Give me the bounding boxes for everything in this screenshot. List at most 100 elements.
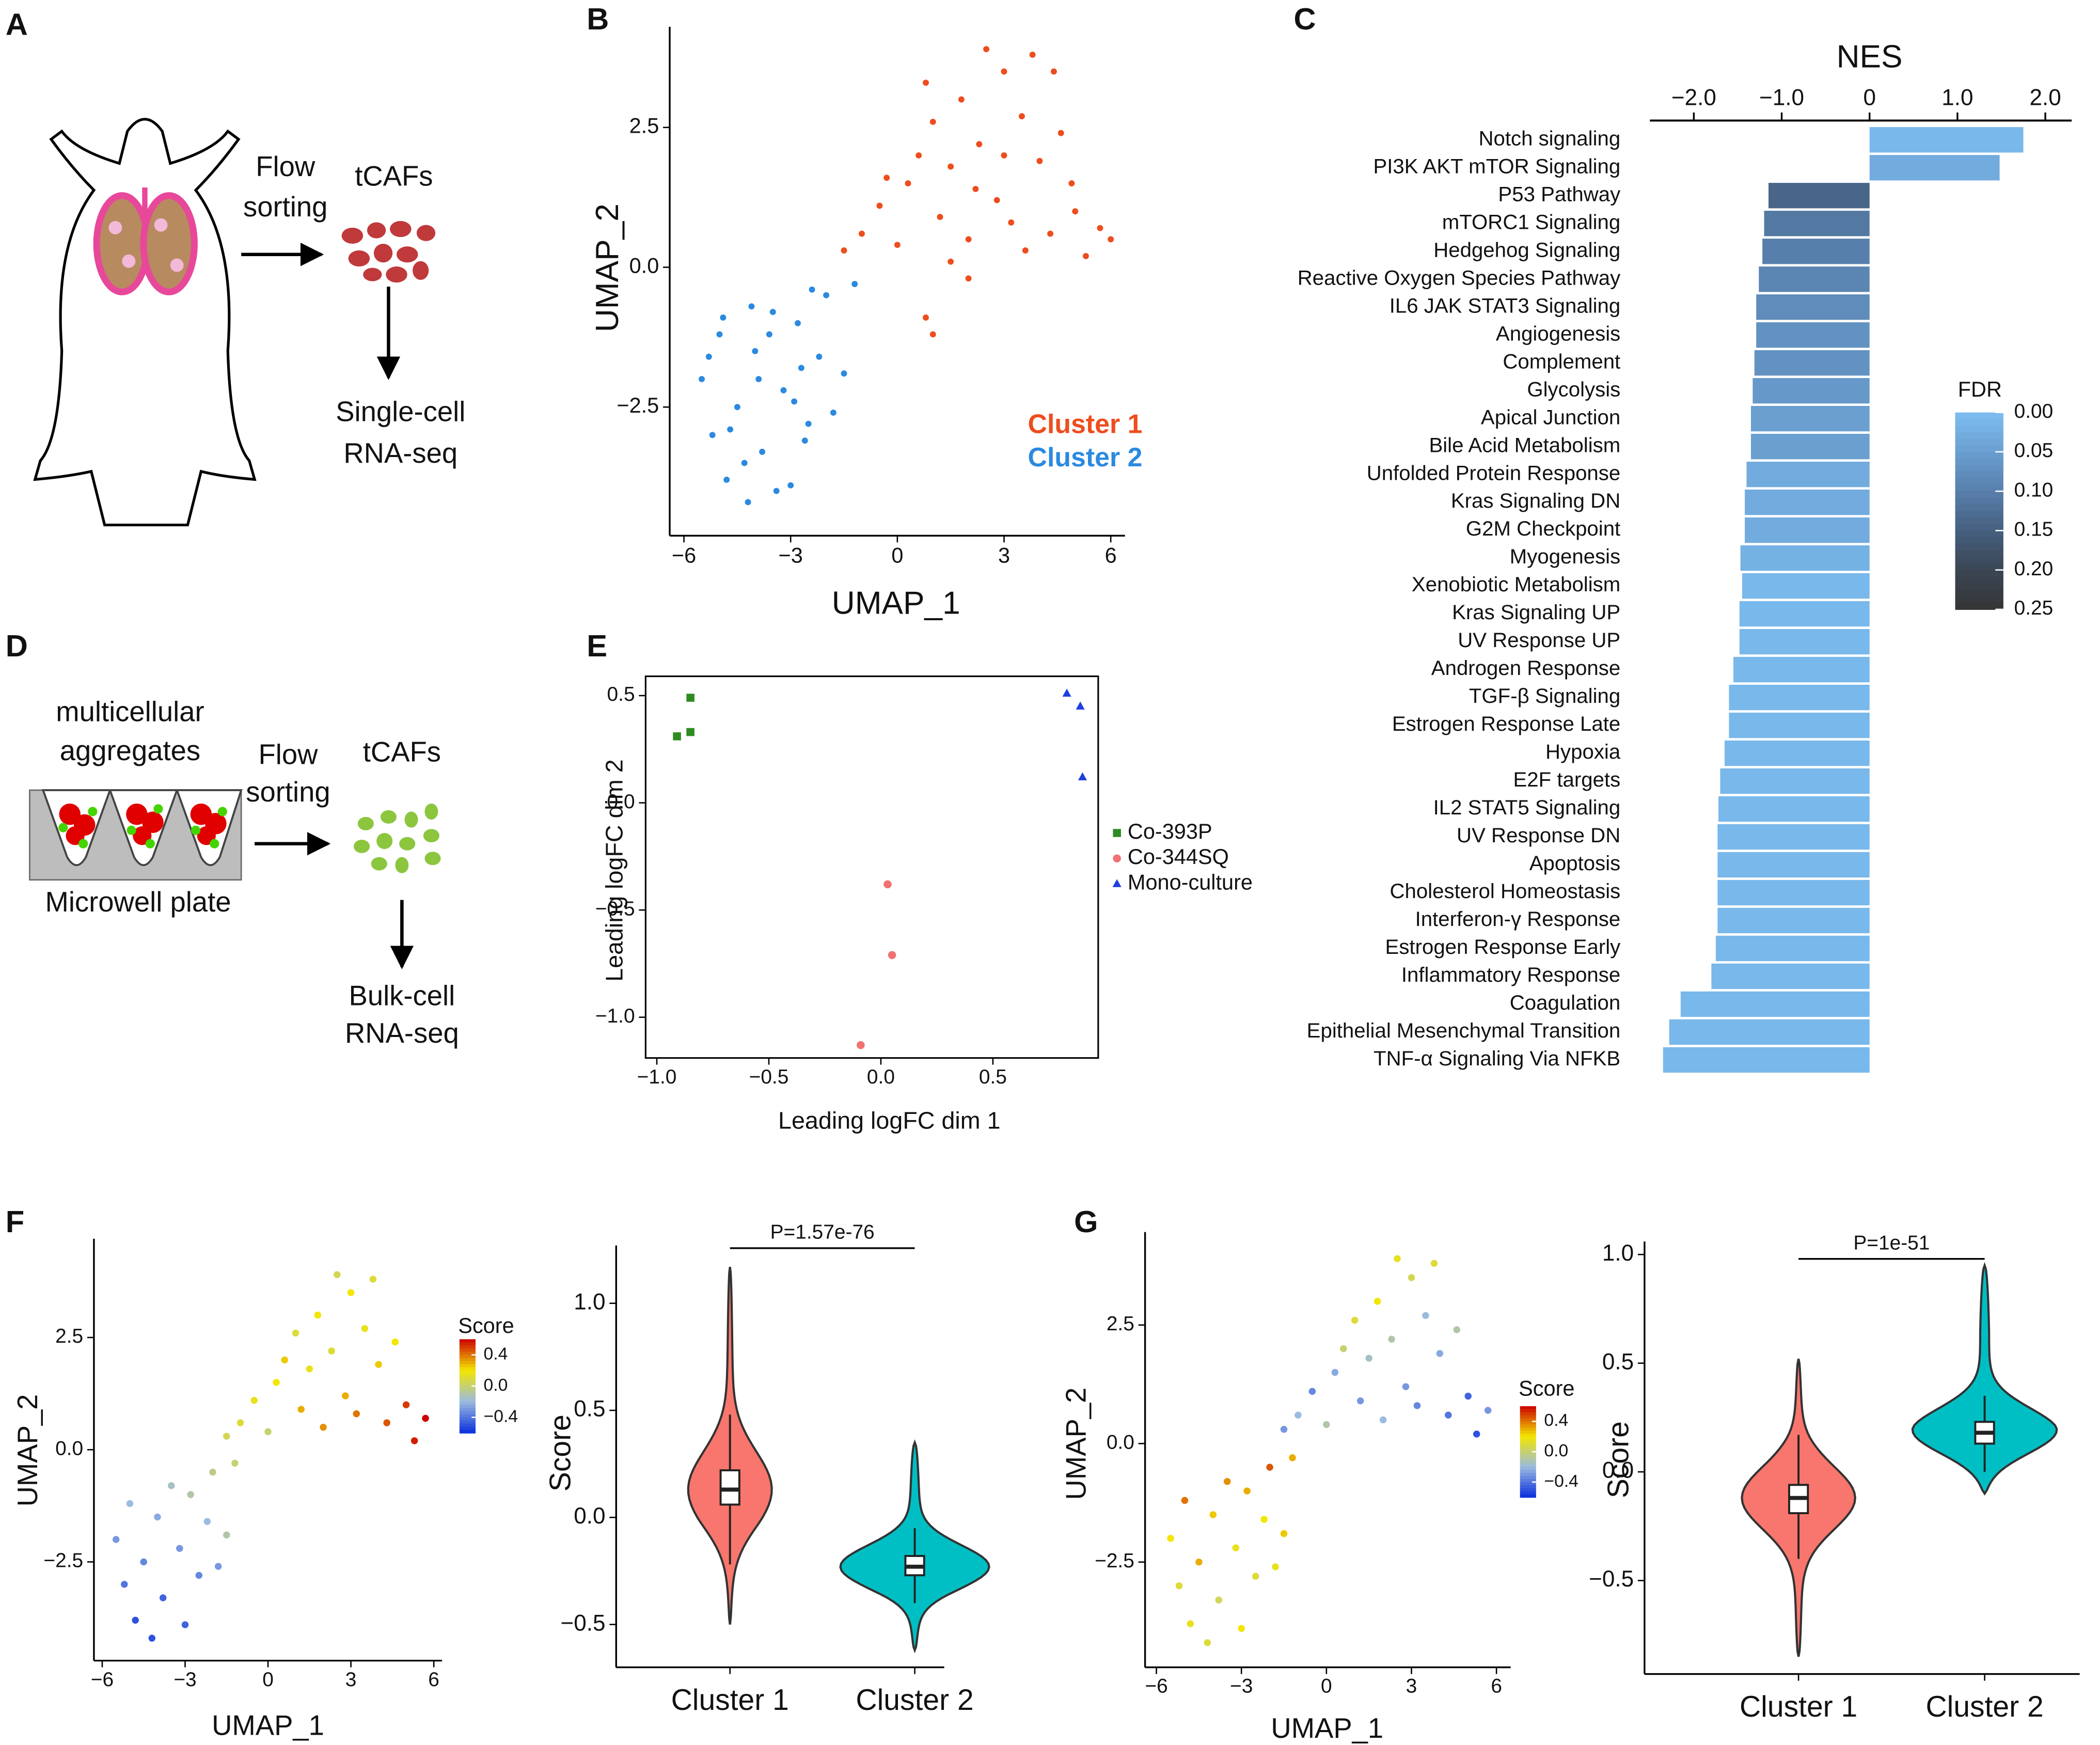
point bbox=[787, 482, 794, 489]
y-tick-label: −0.5 bbox=[1589, 1566, 1634, 1592]
category-label: Bile Acid Metabolism bbox=[1429, 433, 1620, 457]
point bbox=[948, 163, 954, 170]
y-tick-label: −0.5 bbox=[561, 1610, 606, 1636]
point bbox=[1108, 236, 1114, 243]
legend-entry: Mono-culture bbox=[1128, 870, 1253, 894]
point bbox=[876, 202, 883, 209]
x-axis-label: UMAP_1 bbox=[1271, 1712, 1383, 1744]
legend-entry: Cluster 1 bbox=[1028, 408, 1143, 438]
point bbox=[402, 1401, 410, 1409]
legend-step bbox=[1955, 432, 2003, 439]
colorbar-step bbox=[1520, 1409, 1536, 1413]
bar bbox=[1680, 991, 1870, 1017]
point bbox=[203, 1518, 211, 1525]
point bbox=[353, 1410, 360, 1418]
bar bbox=[1729, 712, 1870, 738]
point bbox=[716, 331, 723, 338]
colorbar-step bbox=[459, 1379, 476, 1384]
point bbox=[1050, 68, 1057, 75]
point bbox=[795, 320, 801, 326]
x-tick-label: −3 bbox=[779, 543, 803, 568]
category-label: Kras Signaling DN bbox=[1451, 489, 1620, 512]
legend-tick-label: 0.15 bbox=[2014, 518, 2054, 541]
colorbar-step bbox=[1520, 1467, 1536, 1471]
annotation: P=1e-51 bbox=[1853, 1232, 1930, 1254]
legend-marker bbox=[1113, 829, 1121, 837]
colorbar-step bbox=[459, 1348, 476, 1353]
point bbox=[1181, 1497, 1189, 1504]
x-tick-label: −2.0 bbox=[1671, 85, 1716, 111]
legend-entry: Co-393P bbox=[1128, 819, 1212, 843]
bar bbox=[1750, 434, 1870, 460]
colorbar-step bbox=[1520, 1482, 1536, 1486]
colorbar-step bbox=[1520, 1460, 1536, 1465]
legend-step bbox=[1955, 445, 2003, 452]
category-label: mTORC1 Signaling bbox=[1442, 210, 1620, 233]
bar bbox=[1769, 183, 1870, 209]
point bbox=[1047, 230, 1054, 237]
diagram-text: Flow bbox=[256, 151, 315, 182]
y-axis-label: Score bbox=[544, 1414, 577, 1491]
colorbar-step bbox=[459, 1358, 476, 1362]
point bbox=[168, 1482, 175, 1489]
point bbox=[250, 1396, 258, 1404]
point bbox=[328, 1347, 335, 1355]
point bbox=[1289, 1454, 1296, 1461]
point bbox=[1029, 52, 1036, 58]
bar bbox=[1746, 462, 1870, 488]
point bbox=[1082, 253, 1089, 259]
category-label: TGF-β Signaling bbox=[1469, 684, 1620, 708]
x-tick-label: 0.0 bbox=[867, 1066, 895, 1088]
point bbox=[965, 236, 972, 243]
y-tick-label: 0.0 bbox=[55, 1437, 83, 1459]
category-label: Androgen Response bbox=[1431, 656, 1620, 680]
colorbar-tick-label: 0.0 bbox=[484, 1375, 508, 1395]
point bbox=[773, 488, 780, 494]
colorbar-step bbox=[1520, 1449, 1536, 1453]
category-label: Estrogen Response Early bbox=[1385, 935, 1621, 958]
point bbox=[1097, 225, 1103, 231]
point bbox=[883, 880, 892, 889]
bar bbox=[1711, 963, 1870, 989]
panel-label: A bbox=[6, 7, 28, 42]
point bbox=[361, 1325, 369, 1332]
colorbar-tick-label: −0.4 bbox=[1544, 1471, 1578, 1491]
legend-step bbox=[1955, 504, 2003, 512]
legend-step bbox=[1955, 497, 2003, 505]
colorbar-step bbox=[459, 1408, 476, 1412]
legend-entry: Cluster 2 bbox=[1028, 442, 1143, 472]
point bbox=[1294, 1411, 1302, 1419]
point bbox=[1195, 1559, 1203, 1566]
point bbox=[1072, 208, 1079, 215]
colorbar-step bbox=[459, 1392, 476, 1396]
point bbox=[1280, 1425, 1288, 1433]
x-tick-label: −6 bbox=[672, 543, 696, 568]
point bbox=[830, 410, 836, 416]
bar bbox=[1724, 740, 1870, 766]
point bbox=[1331, 1369, 1339, 1376]
x-axis-label: Leading logFC dim 1 bbox=[778, 1107, 1001, 1134]
category-label: Unfolded Protein Response bbox=[1367, 461, 1621, 484]
bar bbox=[1729, 684, 1870, 711]
point bbox=[320, 1423, 327, 1431]
diagram-text: Bulk-cell bbox=[349, 980, 455, 1011]
x-tick-label: 3 bbox=[998, 543, 1010, 568]
violin bbox=[1911, 1262, 2058, 1496]
point bbox=[741, 460, 748, 466]
bar bbox=[1717, 852, 1870, 878]
point bbox=[314, 1311, 322, 1319]
x-tick-label: 2.0 bbox=[2029, 85, 2061, 111]
point bbox=[1373, 1298, 1381, 1305]
point bbox=[236, 1419, 244, 1426]
category-label: Myogenesis bbox=[1510, 545, 1620, 568]
y-tick-label: 2.5 bbox=[55, 1325, 83, 1347]
point bbox=[686, 694, 694, 702]
bar bbox=[1750, 406, 1870, 432]
legend-step bbox=[1955, 563, 2003, 571]
point bbox=[281, 1356, 288, 1364]
point bbox=[1018, 113, 1025, 120]
point bbox=[705, 353, 712, 360]
point bbox=[841, 370, 847, 377]
diagram-text: sorting bbox=[246, 776, 330, 808]
legend-tick-label: 0.05 bbox=[2014, 439, 2054, 462]
